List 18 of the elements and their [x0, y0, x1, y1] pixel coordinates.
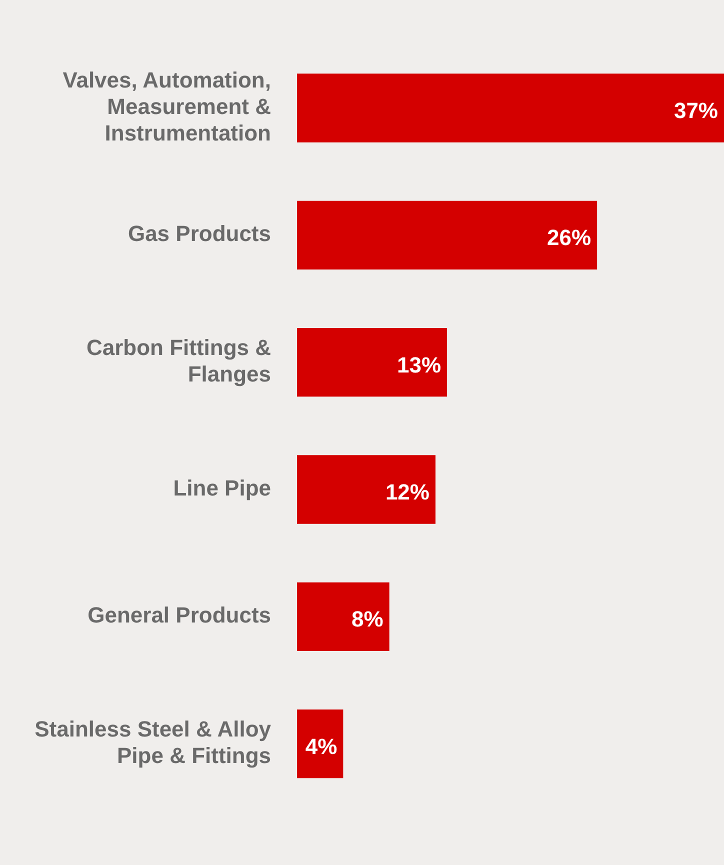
bar	[297, 74, 724, 142]
y-tick-label: Carbon Fittings & Flanges	[86, 335, 272, 387]
data-label: 37%	[674, 98, 718, 124]
y-tick-label: Valves, Automation, Measurement & Instrumentation	[62, 68, 272, 146]
data-label: 8%	[352, 606, 384, 632]
y-tick-label: Stainless Steel & Alloy Pipe & Fittings	[34, 716, 272, 768]
data-label: 26%	[547, 225, 592, 250]
bar	[297, 200, 598, 270]
bar	[297, 709, 344, 778]
data-label: 13%	[396, 352, 442, 378]
bar	[297, 328, 448, 397]
bar	[297, 455, 436, 524]
y-tick-label: Line Pipe	[173, 476, 271, 501]
y-tick-label: General Products	[88, 602, 271, 628]
bar	[297, 582, 390, 651]
data-label: 12%	[385, 480, 430, 505]
y-tick-label: Gas Products	[128, 221, 271, 246]
data-label: 4%	[305, 734, 338, 759]
